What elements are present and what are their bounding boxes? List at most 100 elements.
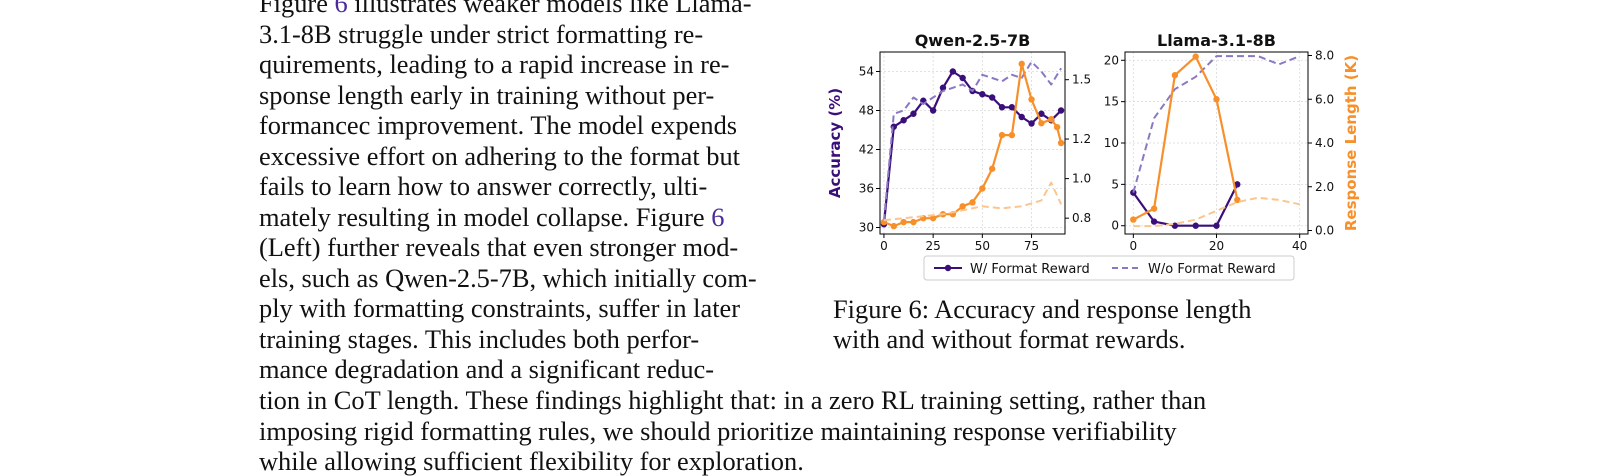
chart-title: Qwen-2.5-7B (915, 31, 1031, 50)
data-point (1150, 218, 1158, 225)
body-line: formancec improvement. The model expends (259, 110, 738, 140)
data-point (969, 87, 976, 95)
data-point (949, 68, 957, 75)
body-line: els, such as Qwen-2.5-7B, which initiall… (259, 262, 757, 293)
data-point (1130, 189, 1137, 196)
data-point (988, 94, 996, 101)
data-point (1048, 117, 1055, 124)
data-point (880, 221, 888, 228)
data-point (979, 91, 986, 98)
data-point (959, 203, 966, 210)
figure-caption: Figure 6: Accuracy and response length w… (833, 294, 1363, 354)
series-line-accuracy_wo_format (1132, 55, 1301, 193)
data-point (1008, 104, 1016, 111)
figure-ref-link[interactable]: 6 (334, 0, 348, 18)
data-point (1171, 71, 1179, 79)
data-point (998, 131, 1006, 139)
series-line-length_w_format (1132, 55, 1239, 221)
data-point (1057, 139, 1065, 147)
data-point (929, 107, 937, 114)
data-point (988, 165, 996, 172)
series-line-accuracy_w_format (882, 70, 1062, 225)
body-line: tion in CoT length. These findings highl… (259, 385, 1207, 415)
data-point (920, 214, 927, 222)
data-point (1192, 53, 1199, 60)
y-tick-label: 48 (859, 104, 874, 118)
y-tick-label: 20 (1104, 53, 1119, 67)
x-tick-label: 50 (975, 239, 990, 253)
y2-tick-label: 6.0 (1315, 92, 1334, 106)
data-point (900, 117, 907, 124)
y-tick-label: 36 (859, 182, 874, 196)
body-line: imposing rigid formatting rules, we shou… (259, 415, 1177, 446)
body-line: 3.1-8B struggle under strict formatting … (259, 18, 704, 49)
data-point (1048, 116, 1055, 123)
body-line: excessive effort on adhering to the form… (259, 140, 740, 171)
data-point (1008, 131, 1016, 139)
y2-tick-label: 0.8 (1072, 211, 1091, 225)
data-point (1018, 113, 1025, 121)
y-tick-label: 42 (859, 143, 874, 157)
body-line: (Left) further reveals that even stronge… (259, 232, 739, 262)
body-line: ply with formatting constraints, suffer … (259, 293, 741, 323)
data-point (1038, 120, 1045, 127)
body-line: mance degradation and a significant redu… (259, 354, 715, 384)
y2-tick-label: 2.0 (1315, 180, 1334, 194)
data-point (979, 185, 986, 192)
x-tick-label: 0 (880, 239, 888, 253)
caption-line-1: Figure 6: Accuracy and response length (833, 294, 1252, 324)
x-tick-label: 75 (1024, 239, 1039, 253)
plot-frame (1124, 51, 1309, 235)
legend-solid-marker (944, 264, 952, 272)
data-point (1028, 120, 1035, 127)
y-tick-label: 5 (1111, 177, 1119, 191)
legend-label-dashed: W/o Format Reward (1148, 262, 1276, 277)
caption-line-2: with and without format rewards. (833, 324, 1186, 354)
x-tick-label: 20 (1209, 239, 1224, 253)
chart-title: Llama-3.1-8B (1157, 31, 1276, 50)
y2-tick-label: 4.0 (1315, 136, 1334, 150)
data-point (929, 214, 937, 222)
data-point (939, 211, 947, 218)
data-point (1053, 123, 1061, 131)
y-tick-label: 54 (859, 65, 874, 79)
y2-tick-label: 8.0 (1315, 49, 1334, 63)
data-point (1213, 222, 1220, 229)
y-tick-label: 30 (859, 221, 874, 235)
legend-box (923, 255, 1295, 281)
y2-axis-label: Response Length (K) (1342, 55, 1360, 231)
y-tick-label: 15 (1104, 95, 1119, 109)
data-point (1057, 107, 1065, 114)
y-axis-label: Accuracy (%) (826, 88, 844, 198)
data-point (880, 218, 888, 226)
data-point (1028, 96, 1035, 103)
data-point (910, 110, 917, 117)
data-point (949, 211, 957, 218)
data-point (1018, 60, 1025, 68)
figure-ref-link[interactable]: 6 (711, 201, 725, 232)
data-point (1150, 205, 1158, 212)
x-tick-label: 25 (925, 239, 940, 253)
x-tick-label: 40 (1292, 239, 1307, 253)
data-point (1234, 196, 1241, 204)
data-point (1192, 222, 1199, 229)
body-line: sponse length early in training without … (259, 79, 715, 110)
y-tick-label: 0 (1111, 219, 1119, 233)
data-point (969, 199, 976, 206)
body-line: while allowing sufficient flexibility fo… (259, 446, 804, 476)
series-line-length_wo_format (883, 181, 1063, 222)
body-line: Figure 6 illustrates weaker models like … (259, 0, 752, 18)
series-line-accuracy_wo_format (882, 60, 1062, 222)
legend-label-solid: W/ Format Reward (970, 262, 1090, 277)
data-point (1171, 222, 1179, 229)
series-line-accuracy_w_format (1132, 183, 1239, 227)
plot-frame (879, 51, 1066, 235)
y2-tick-label: 1.2 (1072, 132, 1091, 146)
y2-tick-label: 0.0 (1315, 224, 1334, 238)
series-line-length_wo_format (1133, 196, 1300, 228)
body-line: quirements, leading to a rapid increase … (259, 49, 730, 79)
data-point (890, 123, 897, 130)
data-point (939, 84, 947, 91)
body-line: mately resulting in model collapse. Figu… (259, 201, 725, 232)
data-point (1213, 96, 1220, 103)
